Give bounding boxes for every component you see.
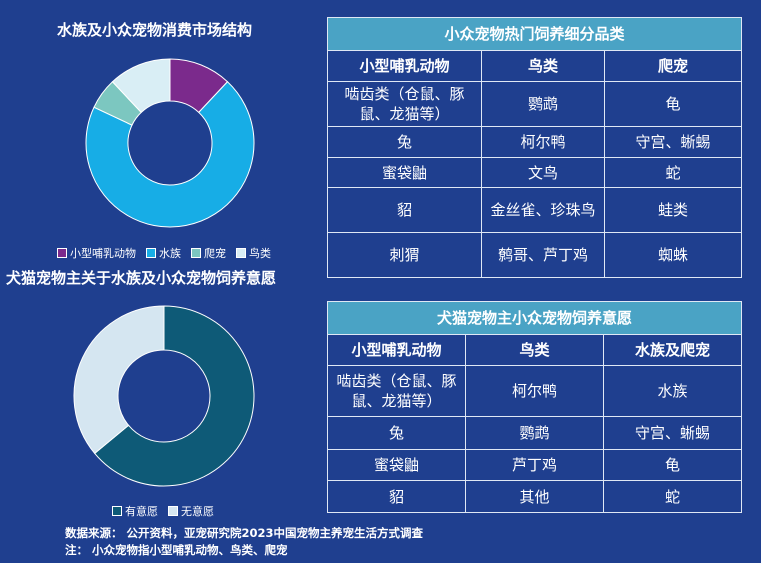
legend-swatch <box>146 248 156 258</box>
table-cell: 守宫、蜥蜴 <box>603 126 743 158</box>
legend-label: 水族 <box>159 247 181 260</box>
willingness-slice-1 <box>93 305 255 487</box>
table-cell: 蜘蛛 <box>603 232 743 278</box>
table-cell: 鹦鹉 <box>465 416 604 450</box>
table-cell: 守宫、蜥蜴 <box>602 416 743 450</box>
table-popular-categories: 小众宠物热门饲养细分品类 小型哺乳动物 鸟类 爬宠 啮齿类（仓鼠、豚鼠、龙猫等）… <box>326 17 743 278</box>
chart2-legend: 有意愿 无意愿 <box>112 503 214 519</box>
legend-swatch <box>191 248 201 258</box>
table-cell: 蜜袋鼬 <box>327 449 466 481</box>
table-cell: 蜜袋鼬 <box>327 157 482 188</box>
table-cell: 水族 <box>602 365 743 417</box>
table1-header: 小型哺乳动物 <box>327 50 482 82</box>
table-willingness: 犬猫宠物主小众宠物饲养意愿 小型哺乳动物 鸟类 水族及爬宠 啮齿类（仓鼠、豚鼠、… <box>326 301 743 513</box>
willingness-legend-item: 有意愿 <box>112 503 158 519</box>
legend-swatch <box>57 248 67 258</box>
table-cell: 龟 <box>602 449 743 481</box>
table-cell: 蛇 <box>603 157 743 188</box>
table-cell: 柯尔鸭 <box>465 365 604 417</box>
table-cell: 蛇 <box>602 480 743 513</box>
chart2-title: 犬猫宠物主关于水族及小众宠物饲养意愿 <box>6 269 277 287</box>
table2-header: 鸟类 <box>465 334 604 366</box>
table-row: 蜜袋鼬 芦丁鸡 龟 <box>327 449 743 481</box>
legend-label: 有意愿 <box>125 505 158 518</box>
table1-header: 爬宠 <box>603 50 743 82</box>
table-cell: 啮齿类（仓鼠、豚鼠、龙猫等） <box>327 365 466 417</box>
legend-label: 小型哺乳动物 <box>70 247 136 260</box>
legend-label: 鸟类 <box>249 247 271 260</box>
table2-header: 小型哺乳动物 <box>327 334 466 366</box>
legend-swatch <box>168 506 178 516</box>
legend-label: 爬宠 <box>204 247 226 260</box>
table-row: 兔 柯尔鸭 守宫、蜥蜴 <box>327 126 743 158</box>
table-cell: 龟 <box>603 81 743 127</box>
donut-chart-willingness <box>73 305 255 487</box>
chart1-legend: 小型哺乳动物 水族 爬宠 鸟类 <box>57 245 271 261</box>
table1-header: 鸟类 <box>481 50 605 82</box>
table2-header: 水族及爬宠 <box>602 334 743 366</box>
table-cell: 鹦鹉 <box>481 81 605 127</box>
table-cell: 貂 <box>327 480 466 513</box>
footnote: 注： 小众宠物指小型哺乳动物、鸟类、爬宠 <box>65 543 288 557</box>
table-row: 蜜袋鼬 文鸟 蛇 <box>327 157 743 188</box>
market-slice-4 <box>111 58 171 114</box>
table-cell: 啮齿类（仓鼠、豚鼠、龙猫等） <box>327 81 482 127</box>
legend-swatch <box>112 506 122 516</box>
table-cell: 鹩哥、芦丁鸡 <box>481 232 605 278</box>
market-legend-item: 鸟类 <box>236 245 271 261</box>
legend-swatch <box>236 248 246 258</box>
chart1-title: 水族及小众宠物消费市场结构 <box>57 21 253 39</box>
data-source: 数据来源： 公开资料，亚宠研究院2023中国宠物主养宠生活方式调查 <box>65 526 424 540</box>
willingness-slice-2 <box>73 305 165 455</box>
market-legend-item: 水族 <box>146 245 181 261</box>
table-row: 貂 金丝雀、珍珠鸟 蛙类 <box>327 187 743 233</box>
table-cell: 文鸟 <box>481 157 605 188</box>
market-legend-item: 爬宠 <box>191 245 226 261</box>
legend-label: 无意愿 <box>181 505 214 518</box>
table1-title: 小众宠物热门饲养细分品类 <box>326 17 743 51</box>
table2-title: 犬猫宠物主小众宠物饲养意愿 <box>326 301 743 335</box>
table-row: 刺猬 鹩哥、芦丁鸡 蜘蛛 <box>327 232 743 278</box>
table-row: 兔 鹦鹉 守宫、蜥蜴 <box>327 416 743 450</box>
donut-chart-market-structure <box>85 58 255 228</box>
market-slice-2 <box>85 81 255 228</box>
table-cell: 柯尔鸭 <box>481 126 605 158</box>
table-cell: 兔 <box>327 416 466 450</box>
table-row: 貂 其他 蛇 <box>327 480 743 513</box>
willingness-legend-item: 无意愿 <box>168 503 214 519</box>
table-cell: 刺猬 <box>327 232 482 278</box>
table-row: 啮齿类（仓鼠、豚鼠、龙猫等） 柯尔鸭 水族 <box>327 365 743 417</box>
table-cell: 芦丁鸡 <box>465 449 604 481</box>
table-cell: 貂 <box>327 187 482 233</box>
table-row: 啮齿类（仓鼠、豚鼠、龙猫等） 鹦鹉 龟 <box>327 81 743 127</box>
table-cell: 兔 <box>327 126 482 158</box>
table-cell: 蛙类 <box>603 187 743 233</box>
table-cell: 金丝雀、珍珠鸟 <box>481 187 605 233</box>
market-legend-item: 小型哺乳动物 <box>57 245 136 261</box>
table-cell: 其他 <box>465 480 604 513</box>
